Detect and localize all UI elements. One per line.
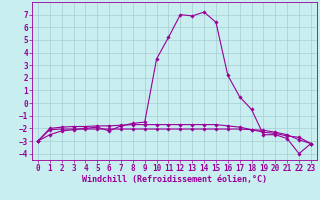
X-axis label: Windchill (Refroidissement éolien,°C): Windchill (Refroidissement éolien,°C): [82, 175, 267, 184]
